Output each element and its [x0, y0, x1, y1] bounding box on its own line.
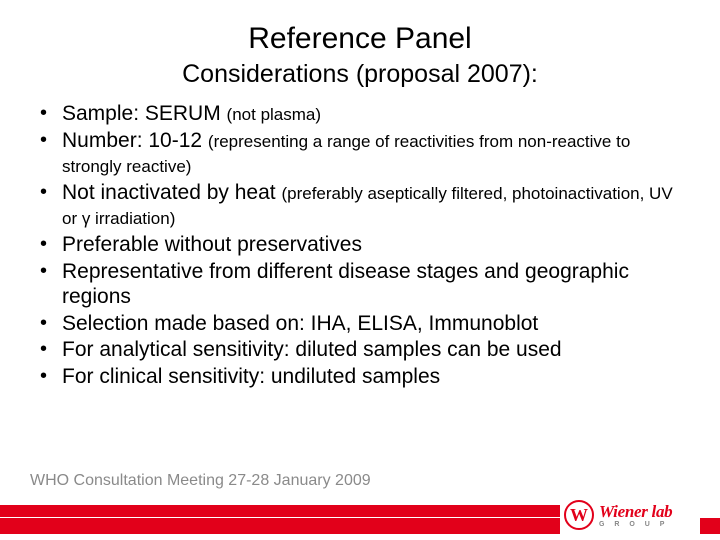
- list-item: Preferable without preservatives: [38, 232, 682, 258]
- list-item: Selection made based on: IHA, ELISA, Imm…: [38, 311, 682, 337]
- slide-title: Reference Panel: [0, 0, 720, 56]
- logo-subtitle: G R O U P: [599, 521, 672, 528]
- list-item: Sample: SERUM (not plasma): [38, 101, 682, 127]
- logo: W Wiener lab G R O U P: [560, 496, 700, 534]
- logo-name: Wiener lab: [599, 503, 672, 520]
- bullet-main: Sample: SERUM: [62, 102, 227, 125]
- list-item: Not inactivated by heat (preferably asep…: [38, 180, 682, 231]
- logo-text: Wiener lab G R O U P: [599, 503, 672, 528]
- bullet-detail: (not plasma): [227, 105, 321, 124]
- bullet-main: Not inactivated by heat: [62, 181, 281, 204]
- logo-circle-icon: W: [564, 500, 594, 530]
- list-item: Representative from different disease st…: [38, 259, 682, 310]
- bullet-main: Preferable without preservatives: [62, 233, 362, 256]
- decorative-bar-top: [0, 505, 560, 517]
- bullet-main: Selection made based on: IHA, ELISA, Imm…: [62, 312, 538, 335]
- bullet-main: Representative from different disease st…: [62, 260, 629, 309]
- bullet-list: Sample: SERUM (not plasma) Number: 10-12…: [38, 101, 682, 390]
- list-item: For clinical sensitivity: undiluted samp…: [38, 364, 682, 390]
- list-item: Number: 10-12 (representing a range of r…: [38, 128, 682, 179]
- list-item: For analytical sensitivity: diluted samp…: [38, 337, 682, 363]
- bullet-list-container: Sample: SERUM (not plasma) Number: 10-12…: [0, 89, 720, 390]
- footer-text: WHO Consultation Meeting 27-28 January 2…: [30, 472, 371, 490]
- bullet-main: For clinical sensitivity: undiluted samp…: [62, 365, 440, 388]
- bullet-main: For analytical sensitivity: diluted samp…: [62, 338, 562, 361]
- bullet-main: Number: 10-12: [62, 129, 208, 152]
- logo-glyph: W: [570, 506, 588, 524]
- slide-subtitle: Considerations (proposal 2007):: [0, 56, 720, 89]
